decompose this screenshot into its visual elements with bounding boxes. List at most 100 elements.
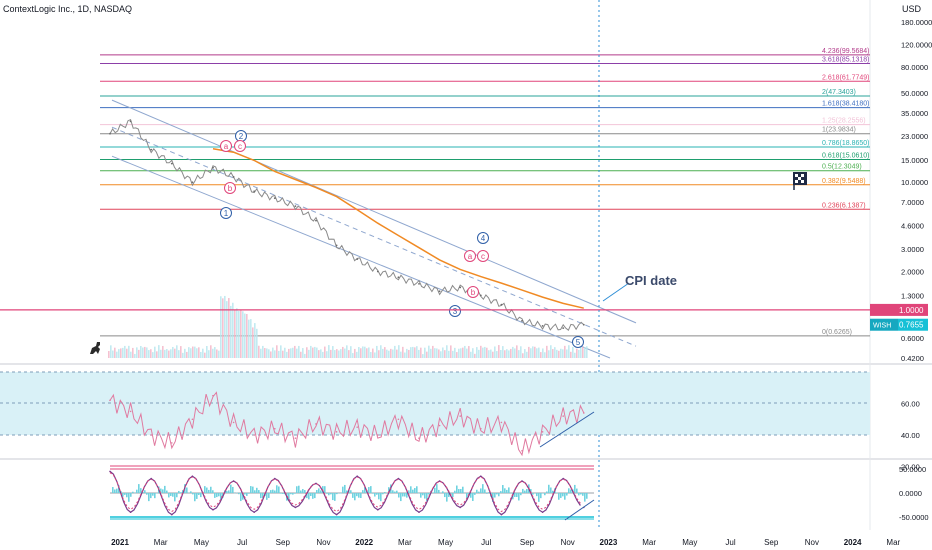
price-point (335, 244, 338, 247)
macd-hist-bar (522, 488, 524, 493)
rsi-point (171, 442, 173, 444)
volume-bar (238, 310, 240, 358)
rsi-point (294, 437, 297, 439)
volume-bar (278, 350, 280, 358)
macd-axis-tick: 50.0000 (899, 465, 926, 474)
volume-bar (568, 345, 570, 358)
macd-hist-bar (312, 493, 314, 499)
volume-bar (534, 346, 536, 358)
volume-bar (388, 350, 390, 358)
wave-label-circle (224, 182, 236, 194)
macd-hist-bar (142, 492, 144, 493)
macd-hist-bar (144, 490, 146, 493)
macd-hist-bar (560, 493, 562, 498)
volume-bar (542, 348, 544, 358)
macd-axis-tick: -50.0000 (899, 513, 929, 522)
volume-bar (574, 352, 576, 358)
volume-bar (136, 347, 138, 358)
macd-hist-bar (242, 493, 244, 500)
volume-bar (546, 345, 548, 358)
macd-hist-bar (192, 493, 194, 495)
macd-hist-bar (212, 490, 214, 493)
price-point (418, 282, 420, 285)
volume-bar (162, 345, 164, 358)
volume-bar (474, 353, 476, 358)
volume-bar (346, 345, 348, 358)
wave-label: 3 (453, 307, 458, 316)
volume-bar (332, 346, 334, 358)
macd-hist-bar (220, 493, 222, 501)
macd-hist-bar (272, 489, 274, 493)
volume-bar (280, 345, 282, 358)
macd-hist-bar (422, 493, 424, 496)
cpi-arrow-line (602, 282, 630, 302)
volume-bar (288, 348, 290, 358)
macd-hist-bar (546, 491, 548, 493)
time-axis-tick: 2021 (111, 538, 129, 547)
volume-bar (186, 351, 188, 358)
macd-hist-bar (324, 486, 326, 493)
volume-bar (386, 349, 388, 358)
macd-hist-bar (530, 489, 532, 493)
macd-hist-bar (518, 493, 520, 501)
macd-hist-bar (536, 493, 538, 497)
volume-bar (396, 349, 398, 358)
volume-bar (366, 348, 368, 358)
volume-bar (456, 352, 458, 358)
time-axis-tick: Jul (481, 538, 491, 547)
volume-bar (330, 349, 332, 358)
macd-hist-bar (434, 487, 436, 493)
macd-hist-bar (400, 493, 402, 502)
volume-bar (566, 349, 568, 358)
volume-bar (478, 349, 480, 358)
price-point (397, 276, 400, 279)
volume-bar (212, 348, 214, 358)
macd-hist-bar (410, 486, 412, 493)
volume-bar (440, 351, 442, 358)
macd-hist-bar (432, 492, 434, 493)
volume-bar (434, 348, 436, 358)
macd-hist-bar (368, 487, 370, 493)
price-axis-tick: 80.0000 (901, 63, 928, 72)
volume-bar (194, 346, 196, 358)
price-tag-bg (870, 303, 928, 316)
volume-bar (164, 349, 166, 358)
volume-bar (134, 353, 136, 358)
price-point (315, 219, 317, 222)
macd-point (129, 511, 132, 513)
price-point (109, 132, 111, 135)
macd-hist-bar (260, 493, 262, 499)
volume-bar (282, 350, 284, 358)
macd-hist-bar (552, 490, 554, 493)
price-axis-tick: 4.6000 (901, 221, 924, 230)
rsi-point (150, 434, 152, 436)
macd-hist-bar (208, 489, 210, 493)
macd-hist-bar (154, 493, 156, 499)
rsi-series (109, 391, 585, 457)
macd-point (521, 480, 523, 482)
macd-hist-bar (122, 493, 124, 497)
price-point (500, 303, 503, 306)
macd-point (459, 506, 462, 509)
macd-hist-bar (404, 493, 406, 497)
macd-hist-bar (282, 493, 284, 494)
volume-bar (170, 349, 172, 358)
price-series (109, 119, 585, 331)
price-axis-tick: 1.3000 (901, 291, 924, 300)
rsi-point (129, 410, 132, 413)
wave-label-circle (234, 140, 246, 152)
volume-bar (428, 345, 430, 358)
checkered-flag-icon[interactable] (793, 172, 807, 190)
volume-bar (284, 347, 286, 358)
volume-bar (576, 348, 578, 358)
macd-hist-bar (354, 493, 356, 501)
time-axis-tick: Sep (276, 538, 291, 547)
volume-bar (516, 345, 518, 358)
macd-hist-bar (376, 493, 378, 495)
macd-hist-bar (254, 490, 256, 493)
macd-hist-bar (372, 493, 374, 494)
macd-hist-bar (532, 493, 534, 495)
macd-hist-bar (276, 485, 278, 493)
volume-bar (226, 301, 228, 358)
